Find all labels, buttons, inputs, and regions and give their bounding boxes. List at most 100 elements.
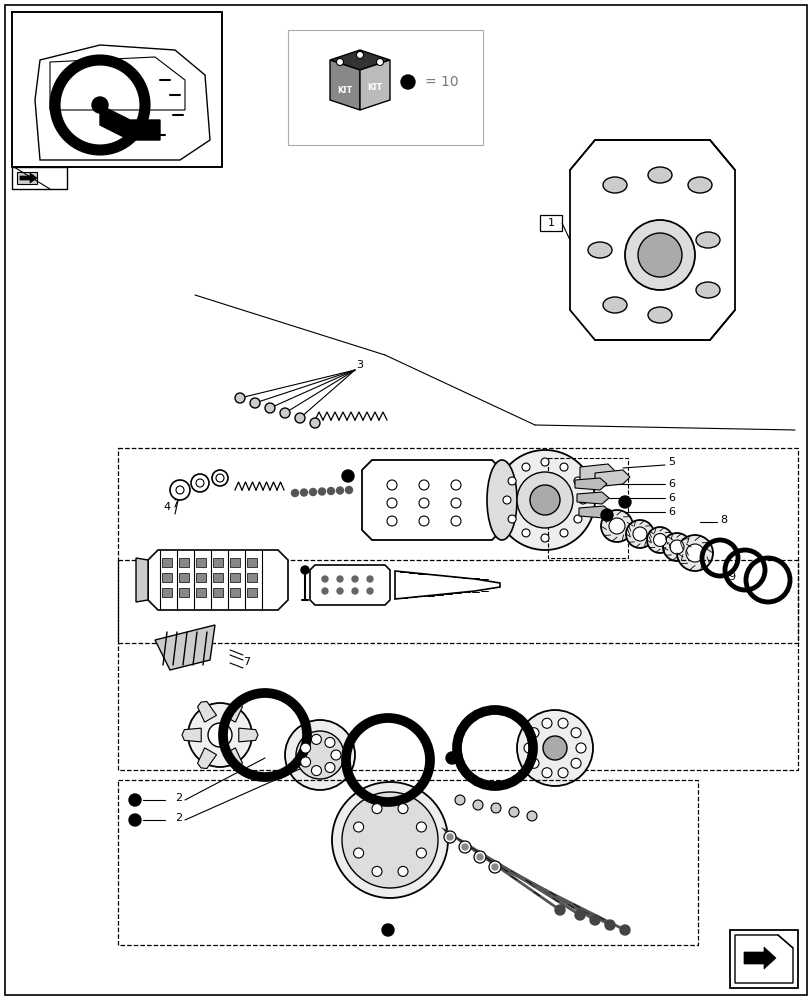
Bar [162, 573, 172, 582]
Circle shape [345, 487, 352, 493]
Circle shape [502, 496, 510, 504]
Circle shape [356, 52, 363, 59]
Bar [230, 558, 240, 567]
Circle shape [371, 804, 381, 814]
Circle shape [324, 737, 334, 747]
Polygon shape [17, 172, 37, 184]
Circle shape [212, 470, 228, 486]
Circle shape [280, 408, 290, 418]
Polygon shape [148, 550, 288, 610]
Bar [247, 558, 257, 567]
Circle shape [322, 576, 328, 582]
Polygon shape [734, 935, 792, 983]
Polygon shape [135, 558, 148, 602]
Circle shape [663, 533, 690, 561]
Circle shape [310, 418, 320, 428]
Circle shape [458, 841, 470, 853]
Circle shape [446, 834, 453, 840]
Circle shape [600, 509, 612, 521]
Ellipse shape [603, 297, 626, 313]
Circle shape [324, 763, 335, 773]
Polygon shape [182, 728, 201, 742]
Circle shape [318, 488, 325, 495]
Circle shape [331, 750, 341, 760]
Circle shape [311, 734, 321, 744]
Circle shape [474, 851, 486, 863]
Circle shape [560, 463, 568, 471]
Circle shape [264, 403, 275, 413]
Circle shape [625, 520, 653, 548]
Circle shape [669, 540, 683, 554]
Bar [729, 930, 797, 988]
Circle shape [454, 795, 465, 805]
Text: 6: 6 [667, 493, 674, 503]
Circle shape [300, 489, 307, 496]
Bar [12, 167, 67, 189]
Circle shape [250, 398, 260, 408]
Text: 3: 3 [356, 360, 363, 370]
Circle shape [92, 97, 108, 113]
Circle shape [387, 480, 397, 490]
Circle shape [646, 527, 672, 553]
Circle shape [530, 485, 560, 515]
Circle shape [450, 516, 461, 526]
Polygon shape [394, 571, 500, 599]
Text: KIT: KIT [367, 83, 382, 92]
Circle shape [491, 803, 500, 813]
Circle shape [216, 474, 224, 482]
Circle shape [557, 718, 568, 728]
Text: 8: 8 [719, 515, 726, 525]
Circle shape [450, 498, 461, 508]
Bar [288, 30, 483, 145]
Bar [12, 12, 221, 167]
Circle shape [476, 854, 483, 860]
Circle shape [543, 736, 566, 760]
Circle shape [337, 576, 342, 582]
Circle shape [540, 534, 548, 542]
Polygon shape [362, 460, 501, 540]
Circle shape [517, 472, 573, 528]
Polygon shape [329, 60, 359, 110]
Circle shape [473, 800, 483, 810]
Bar [178, 558, 189, 567]
Text: = 10: = 10 [424, 75, 458, 89]
Circle shape [418, 516, 428, 526]
Bar [178, 588, 189, 597]
Text: 5: 5 [667, 457, 674, 467]
Polygon shape [569, 140, 734, 340]
Polygon shape [577, 492, 608, 504]
Circle shape [600, 510, 633, 542]
Polygon shape [100, 105, 160, 140]
Circle shape [387, 516, 397, 526]
Circle shape [416, 848, 426, 858]
Circle shape [397, 804, 407, 814]
Circle shape [353, 848, 363, 858]
Circle shape [508, 807, 518, 817]
Circle shape [491, 864, 497, 870]
Bar [212, 558, 223, 567]
Polygon shape [359, 60, 389, 110]
Bar [247, 588, 257, 597]
Circle shape [191, 474, 208, 492]
Polygon shape [35, 45, 210, 160]
Circle shape [528, 728, 539, 738]
Text: 7: 7 [243, 657, 251, 667]
Circle shape [367, 588, 372, 594]
Polygon shape [574, 478, 607, 490]
Circle shape [301, 566, 309, 574]
Bar [212, 588, 223, 597]
Text: 2: 2 [175, 793, 182, 803]
Bar [162, 558, 172, 567]
Circle shape [337, 588, 342, 594]
Circle shape [573, 515, 581, 523]
Circle shape [176, 486, 184, 494]
Circle shape [296, 731, 344, 779]
Bar [230, 573, 240, 582]
Circle shape [376, 59, 383, 66]
Bar [195, 573, 206, 582]
Bar [118, 780, 697, 945]
Circle shape [300, 757, 311, 767]
Circle shape [541, 768, 551, 778]
Circle shape [418, 498, 428, 508]
Ellipse shape [695, 232, 719, 248]
